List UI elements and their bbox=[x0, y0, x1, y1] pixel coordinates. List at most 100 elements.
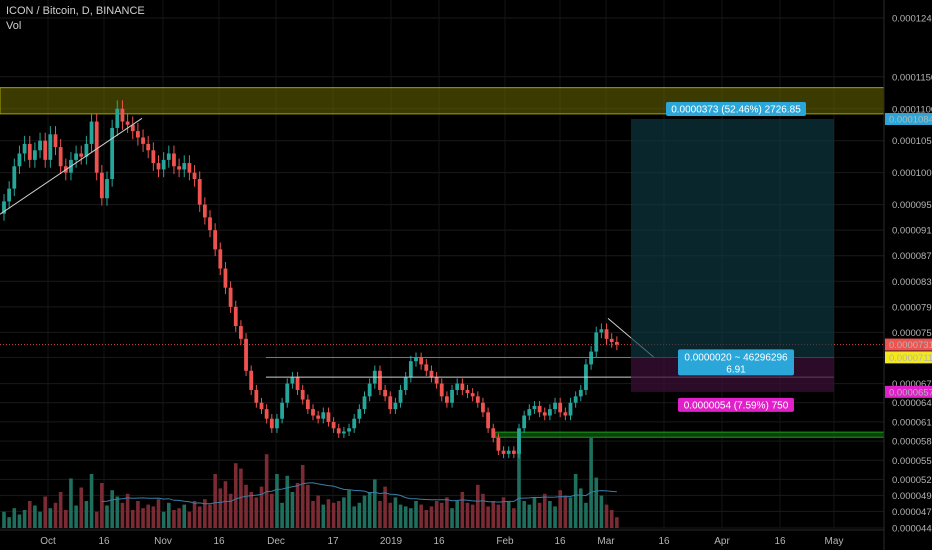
chart-title: ICON / Bitcoin, D, BINANCE bbox=[6, 5, 145, 17]
volume-bar bbox=[357, 502, 362, 528]
candle-body bbox=[424, 364, 429, 371]
candle-body bbox=[460, 383, 465, 390]
candle-body bbox=[563, 412, 568, 416]
volume-bar bbox=[213, 474, 217, 528]
candle-body bbox=[259, 402, 264, 410]
volume-bar bbox=[244, 484, 248, 528]
candle-body bbox=[439, 383, 444, 397]
time-tick-label: Nov bbox=[154, 536, 172, 547]
candle-body bbox=[336, 428, 341, 434]
volume-bar bbox=[455, 501, 459, 528]
candle-body bbox=[136, 131, 140, 138]
candle-body bbox=[475, 396, 480, 403]
volume-bar bbox=[414, 501, 418, 528]
volume-bar bbox=[130, 510, 135, 528]
price-tick-label: 0.0000495 bbox=[892, 491, 932, 502]
volume-bar bbox=[290, 492, 295, 528]
stop-price-tag-box bbox=[885, 385, 932, 398]
last-price-tag: 0.0000731 bbox=[889, 340, 932, 351]
volume-bar bbox=[476, 484, 480, 528]
candle-body bbox=[573, 396, 578, 403]
target-price-tag-box bbox=[885, 112, 932, 125]
volume-bar bbox=[398, 504, 403, 528]
candle-body bbox=[331, 421, 336, 429]
candle-body bbox=[239, 326, 243, 339]
candle-body bbox=[161, 159, 166, 170]
candle-body bbox=[202, 204, 207, 218]
candle-body bbox=[465, 389, 470, 394]
volume-bar bbox=[321, 504, 326, 528]
candle-body bbox=[434, 377, 439, 384]
volume-bar bbox=[74, 505, 78, 528]
candle-body bbox=[419, 358, 424, 365]
volume-bar bbox=[548, 501, 552, 528]
candle-body bbox=[22, 143, 27, 154]
candle-body bbox=[604, 329, 609, 339]
candle-body bbox=[244, 338, 248, 371]
volume-bar bbox=[89, 474, 94, 528]
volume-bar bbox=[17, 514, 22, 528]
candle-body bbox=[378, 370, 382, 390]
candle-body bbox=[496, 437, 501, 451]
volume-bar bbox=[542, 493, 547, 528]
volume-bar bbox=[208, 504, 212, 528]
candle-body bbox=[558, 402, 563, 413]
long-position-tool[interactable]: 0.0000373 (52.46%) 2726.85 0.0000020 ~ 46… bbox=[631, 101, 834, 412]
candle-body bbox=[532, 405, 537, 410]
volume-bar bbox=[48, 508, 53, 528]
time-tick-label: 16 bbox=[554, 536, 566, 547]
volume-bar bbox=[403, 506, 408, 528]
volume-bar bbox=[579, 488, 583, 528]
volume-bar bbox=[512, 508, 516, 528]
volume-bar bbox=[43, 496, 47, 528]
volume-bar bbox=[27, 501, 32, 528]
volume-bar bbox=[460, 492, 465, 528]
candle-body bbox=[491, 428, 496, 438]
candle-body bbox=[177, 166, 181, 170]
time-axis[interactable]: Oct 16 Nov 16 Dec 17 2019 16 Feb 16 Mar 16 Apr 16 May bbox=[0, 529, 884, 547]
target-price-tag: 0.0001084 bbox=[889, 114, 932, 125]
volume-bar bbox=[115, 496, 120, 528]
candle-body bbox=[537, 405, 542, 413]
candle-body bbox=[43, 140, 48, 160]
volume-bar bbox=[203, 499, 207, 528]
volume-bar bbox=[120, 502, 125, 528]
volume-bar bbox=[79, 487, 84, 528]
candle-body bbox=[594, 332, 599, 352]
candle-body bbox=[486, 412, 490, 429]
volume-bar bbox=[506, 501, 511, 528]
time-tick-label: 16 bbox=[98, 536, 110, 547]
volume-bar bbox=[58, 492, 63, 528]
volume-bar bbox=[342, 497, 346, 528]
candle-body bbox=[99, 172, 104, 199]
candle-body bbox=[290, 377, 295, 384]
candle-body bbox=[94, 121, 99, 173]
candle-body bbox=[2, 201, 6, 214]
volume-bar bbox=[419, 504, 423, 528]
candle-body bbox=[208, 217, 212, 231]
candle-body bbox=[352, 418, 357, 429]
support-zone bbox=[494, 431, 885, 438]
candle-body bbox=[568, 402, 573, 416]
volume-bar bbox=[409, 508, 413, 528]
candle-body bbox=[151, 150, 156, 164]
volume-bar bbox=[84, 501, 89, 528]
volume-bar bbox=[367, 492, 372, 528]
candle-body bbox=[321, 412, 326, 419]
candle-body bbox=[316, 415, 321, 419]
candle-body bbox=[311, 409, 315, 416]
stop-price-tag: 0.0000657 bbox=[889, 387, 932, 398]
candle-body bbox=[367, 383, 372, 397]
volume-bar bbox=[64, 510, 68, 528]
volume-bar bbox=[228, 493, 233, 528]
volume-bar bbox=[270, 493, 274, 528]
